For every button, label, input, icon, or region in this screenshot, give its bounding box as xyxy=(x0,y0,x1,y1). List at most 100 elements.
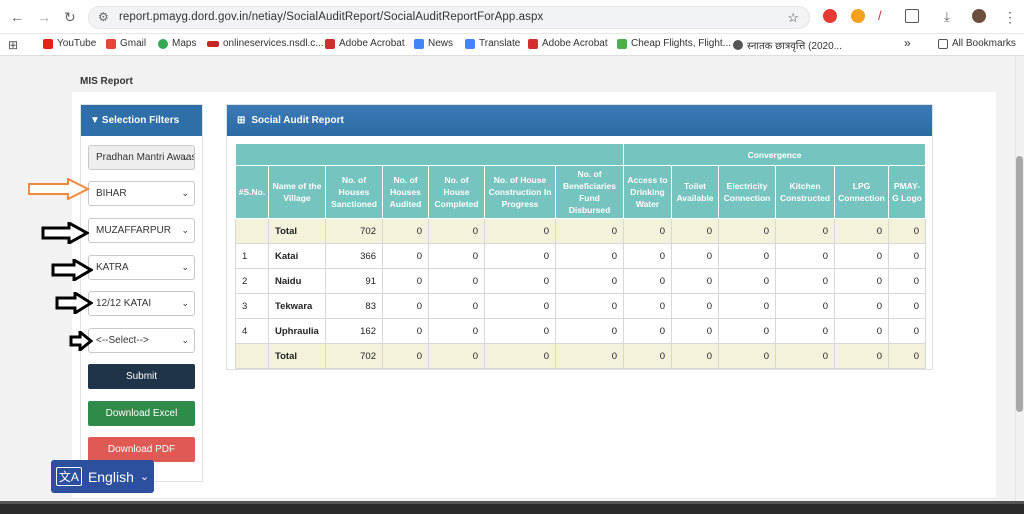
bookmark-gmail[interactable]: Gmail xyxy=(106,38,146,49)
menu-icon[interactable]: ⋮ xyxy=(1003,9,1017,25)
extension-icon[interactable] xyxy=(823,9,837,23)
table-cell: 0 xyxy=(718,318,776,344)
table-cell: 0 xyxy=(382,243,429,269)
table-cell: 0 xyxy=(834,343,889,369)
table-cell: 3 xyxy=(235,293,269,319)
table-cell: 0 xyxy=(428,343,485,369)
table-cell: 0 xyxy=(555,343,624,369)
table-cell: 0 xyxy=(623,293,672,319)
table-cell: 0 xyxy=(718,268,776,294)
puzzle-extension-icon[interactable] xyxy=(905,9,919,23)
table-cell: 0 xyxy=(671,343,719,369)
table-cell: 0 xyxy=(428,293,485,319)
bookmark-acrobat[interactable]: Adobe Acrobat xyxy=(325,38,405,49)
filter-icon: ▼ xyxy=(90,115,100,126)
table-cell: 2 xyxy=(235,268,269,294)
bookmark-acrobat-2[interactable]: Adobe Acrobat xyxy=(528,38,608,49)
table-cell: 0 xyxy=(623,243,672,269)
table-cell: 0 xyxy=(888,318,926,344)
village-select[interactable]: <--Select--> ⌄ xyxy=(88,328,195,353)
table-cell: 702 xyxy=(325,218,383,244)
filters-header: ▼ Selection Filters xyxy=(81,105,202,136)
convergence-header: Convergence xyxy=(623,143,926,166)
table-cell: 0 xyxy=(671,293,719,319)
col-header: No. of House Completed xyxy=(428,165,485,219)
table-cell: 1 xyxy=(235,243,269,269)
more-bookmarks-icon[interactable]: » xyxy=(904,36,911,50)
black-arrow-annotation xyxy=(55,292,93,314)
table-cell: 162 xyxy=(325,318,383,344)
bookmark-star-icon[interactable]: ☆ xyxy=(787,10,799,25)
black-arrow-annotation xyxy=(51,259,93,281)
panchayat-select[interactable]: 12/12 KATAI ⌄ xyxy=(88,291,195,316)
table-cell: 0 xyxy=(888,218,926,244)
bookmark-flights[interactable]: Cheap Flights, Flight... xyxy=(617,38,731,49)
table-cell: 0 xyxy=(555,268,624,294)
apps-icon[interactable]: ⊞ xyxy=(8,38,19,52)
table-cell: 0 xyxy=(555,243,624,269)
chevron-down-icon: ⌄ xyxy=(181,152,189,162)
download-excel-button[interactable]: Download Excel xyxy=(88,401,195,426)
bookmark-news[interactable]: News xyxy=(414,38,453,49)
table-cell: 0 xyxy=(484,243,556,269)
pen-extension-icon[interactable]: / xyxy=(878,9,892,23)
table-cell: Katai xyxy=(268,243,326,269)
table-cell: 0 xyxy=(484,218,556,244)
bookmark-nsdl[interactable]: onlineservices.nsdl.c... xyxy=(207,38,324,49)
forward-icon[interactable]: → xyxy=(37,9,51,25)
back-icon[interactable]: ← xyxy=(10,9,24,25)
scheme-select[interactable]: Pradhan Mantri Awaas Yojana⌄ xyxy=(88,145,195,170)
district-select[interactable]: MUZAFFARPUR ⌄ xyxy=(88,218,195,243)
table-cell: Uphraulia xyxy=(268,318,326,344)
table-cell: 0 xyxy=(623,268,672,294)
browser-toolbar: ← → ↻ ⚙ report.pmayg.dord.gov.in/netiay/… xyxy=(0,0,1024,34)
bookmark-maps[interactable]: Maps xyxy=(158,38,196,49)
col-header: Electricity Connection xyxy=(718,165,776,219)
scrollbar-thumb[interactable] xyxy=(1016,156,1023,412)
table-body: Total 702 0 0 0 0 0 0 0 0 0 0 1 Katai 366 0 0 0 0 0 0 0 0 0 0 2 Na… xyxy=(235,218,926,369)
download-icon[interactable]: ⤓ xyxy=(944,9,950,24)
col-header: No. of Houses Audited xyxy=(382,165,429,219)
bookmark-scholarship[interactable]: स्नातक छात्रवृत्ति (2020... xyxy=(733,38,842,52)
table-cell: 0 xyxy=(484,343,556,369)
state-select[interactable]: BIHAR ⌄ xyxy=(88,181,195,206)
table-row: 4 Uphraulia 162 0 0 0 0 0 0 0 0 0 0 xyxy=(235,318,926,344)
bookmark-translate[interactable]: Translate xyxy=(465,38,520,49)
avatar[interactable] xyxy=(972,9,986,23)
table-cell: 366 xyxy=(325,243,383,269)
submit-button[interactable]: Submit xyxy=(88,364,195,389)
table-cell: 0 xyxy=(382,293,429,319)
block-select[interactable]: KATRA ⌄ xyxy=(88,255,195,280)
col-header: LPG Connection xyxy=(834,165,889,219)
table-row: Total 702 0 0 0 0 0 0 0 0 0 0 xyxy=(235,218,926,244)
table-cell: 0 xyxy=(671,318,719,344)
site-settings-icon[interactable]: ⚙ xyxy=(98,10,109,24)
bookmark-youtube[interactable]: YouTube xyxy=(43,38,96,49)
table-cell: 0 xyxy=(671,243,719,269)
table-cell: 0 xyxy=(888,293,926,319)
report-title: Social Audit Report xyxy=(251,115,344,126)
address-bar[interactable]: ⚙ report.pmayg.dord.gov.in/netiay/Social… xyxy=(88,6,810,29)
col-header: Access to Drinking Water xyxy=(623,165,672,219)
table-cell: 0 xyxy=(623,343,672,369)
table-cell: 0 xyxy=(428,218,485,244)
language-selector[interactable]: 文A English ⌄ xyxy=(51,460,154,493)
table-cell: 0 xyxy=(834,218,889,244)
table-row: 3 Tekwara 83 0 0 0 0 0 0 0 0 0 0 xyxy=(235,293,926,319)
table-cell: 4 xyxy=(235,318,269,344)
social-audit-report-panel: ⊞ Social Audit Report Convergence #S.No.… xyxy=(226,104,933,370)
table-row: 2 Naidu 91 0 0 0 0 0 0 0 0 0 0 xyxy=(235,268,926,294)
table-cell: Tekwara xyxy=(268,293,326,319)
download-pdf-button[interactable]: Download PDF xyxy=(88,437,195,462)
black-arrow-annotation xyxy=(41,222,89,244)
all-bookmarks[interactable]: All Bookmarks xyxy=(938,38,1016,49)
table-cell: Total xyxy=(268,218,326,244)
chevron-down-icon: ⌄ xyxy=(181,225,189,235)
extension-icon[interactable] xyxy=(851,9,865,23)
col-header: No. of Beneficiaries Fund Disbursed xyxy=(555,165,624,219)
table-cell: 0 xyxy=(775,293,835,319)
table-cell: 0 xyxy=(775,318,835,344)
bookmarks-bar: ⊞ YouTube Gmail Maps onlineservices.nsdl… xyxy=(0,34,1024,56)
col-header: Name of the Village xyxy=(268,165,326,219)
reload-icon[interactable]: ↻ xyxy=(64,9,76,25)
